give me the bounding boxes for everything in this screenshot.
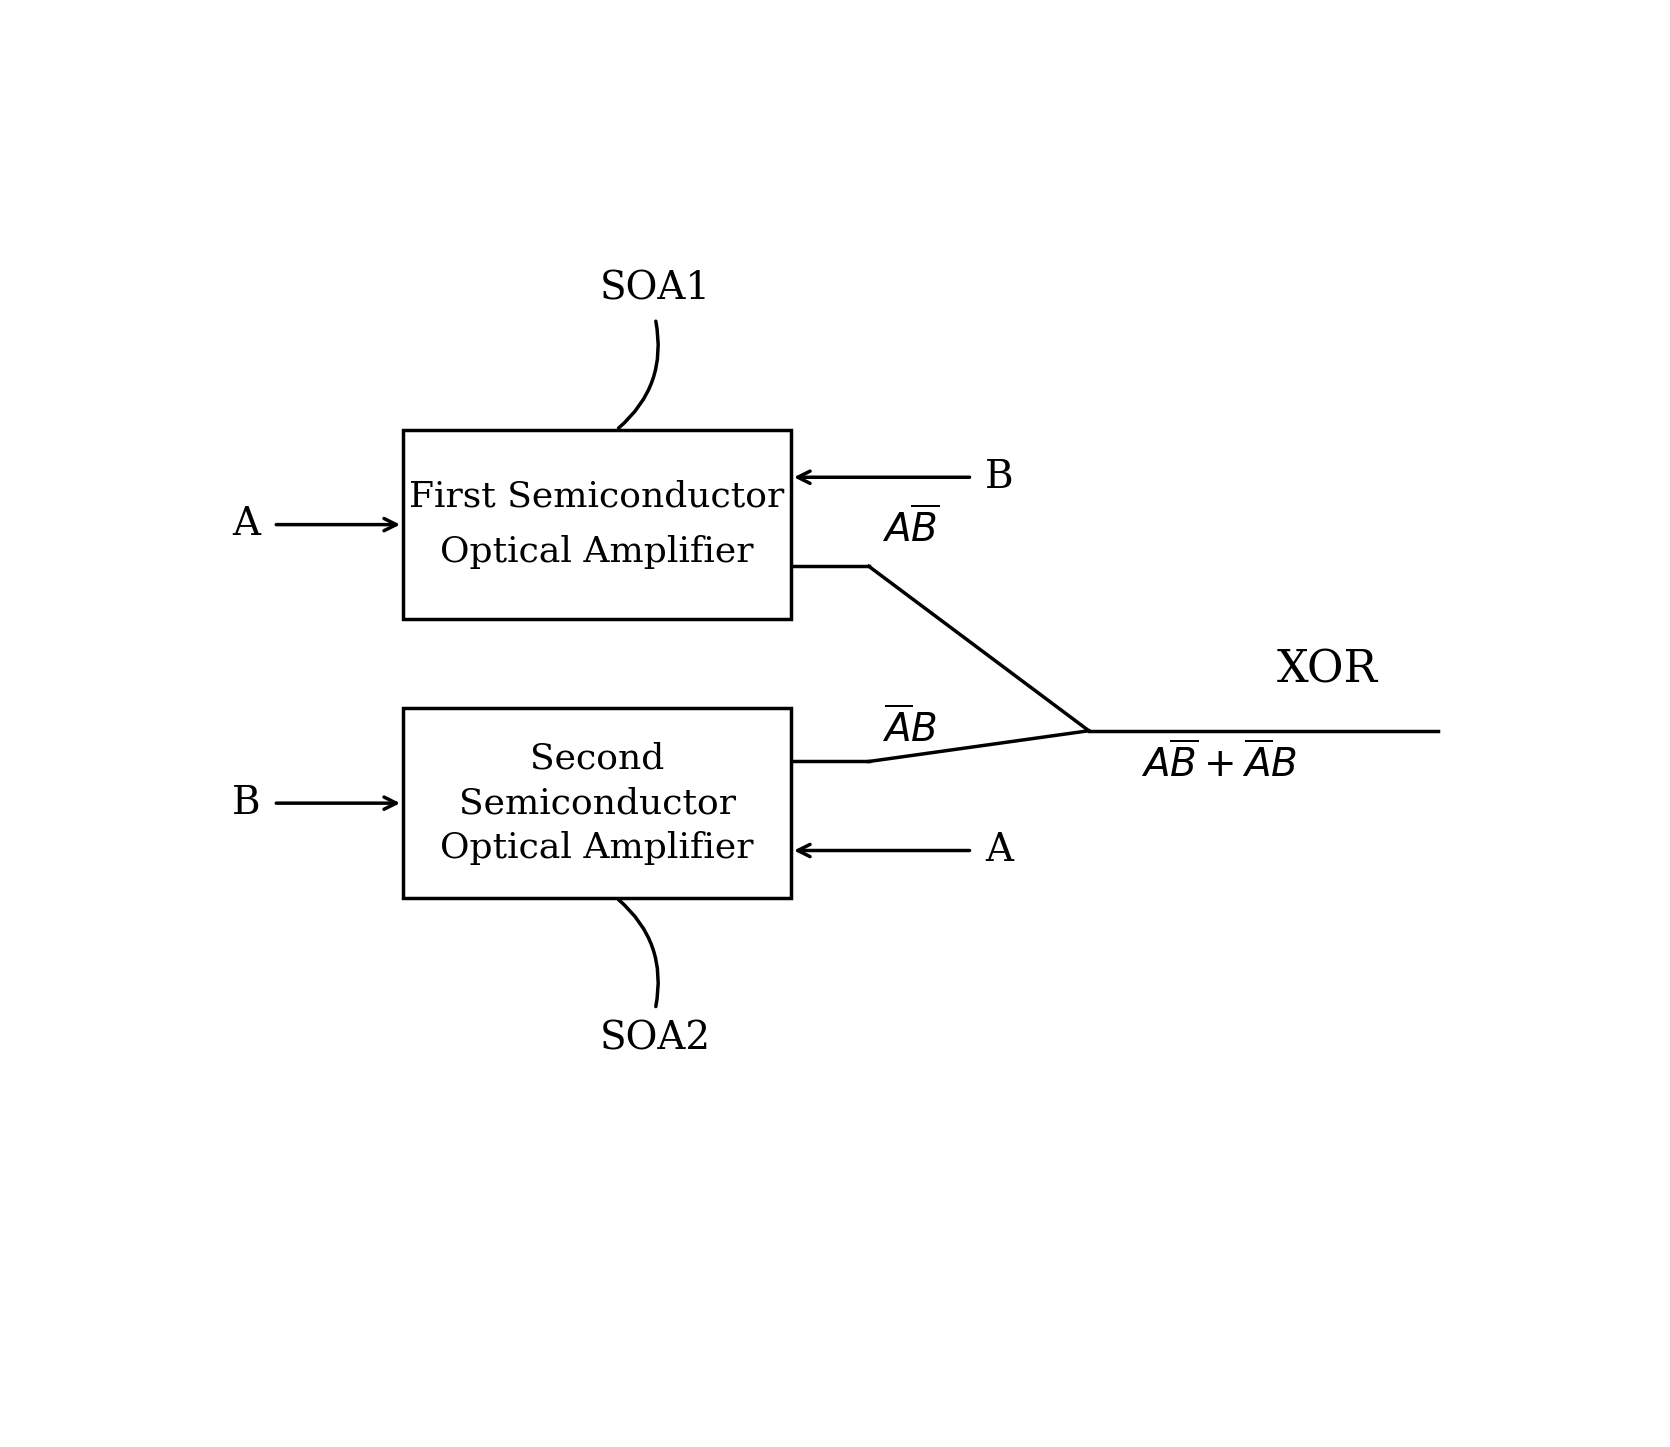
Text: Second: Second bbox=[529, 742, 665, 776]
Text: First Semiconductor: First Semiconductor bbox=[409, 480, 785, 514]
Text: $A\overline{B}$: $A\overline{B}$ bbox=[882, 506, 939, 550]
Text: $A\overline{B}+\overline{A}B$: $A\overline{B}+\overline{A}B$ bbox=[1141, 742, 1296, 784]
Text: Semiconductor: Semiconductor bbox=[459, 786, 735, 820]
Text: A: A bbox=[232, 506, 261, 543]
Text: XOR: XOR bbox=[1276, 648, 1378, 692]
Text: Optical Amplifier: Optical Amplifier bbox=[441, 831, 753, 865]
Text: A: A bbox=[985, 832, 1014, 870]
Text: B: B bbox=[985, 459, 1014, 496]
Bar bbox=[402, 709, 792, 897]
Text: Optical Amplifier: Optical Amplifier bbox=[441, 535, 753, 570]
Text: B: B bbox=[232, 784, 261, 822]
Text: SOA1: SOA1 bbox=[600, 271, 711, 307]
Text: SOA2: SOA2 bbox=[600, 1020, 711, 1058]
Bar bbox=[402, 430, 792, 619]
Text: $\overline{A}B$: $\overline{A}B$ bbox=[882, 708, 937, 751]
